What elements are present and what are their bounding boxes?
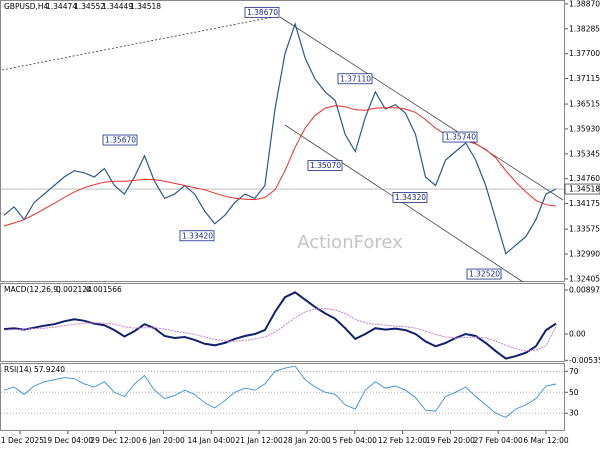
last-price-box xyxy=(564,183,600,195)
last-price-label: 1.34518 xyxy=(569,185,600,194)
macd-panel xyxy=(0,283,565,362)
annotation-box xyxy=(102,134,138,146)
macd-readout: 0.001566 xyxy=(86,285,122,294)
x-tick-label: 21 Jan 12:00 xyxy=(235,436,283,445)
annotation-label: 1.37110 xyxy=(340,74,371,83)
y-tick-label: 1.35345 xyxy=(569,149,600,158)
annotation-label: 1.35070 xyxy=(310,161,341,170)
annotation-box xyxy=(244,6,280,18)
y-tick-label: 1.38285 xyxy=(569,24,600,33)
annotation-box xyxy=(442,131,478,143)
annotation-box xyxy=(179,230,215,242)
y-tick-label: 30 xyxy=(569,409,579,418)
annotation-box xyxy=(337,73,373,85)
channel-line xyxy=(279,16,564,201)
rsi-readout: 57.9240 xyxy=(34,365,65,374)
channel-line xyxy=(284,124,524,283)
annotation-box xyxy=(307,160,343,171)
y-tick-label: 1.37700 xyxy=(569,49,600,58)
watermark: ActionForex xyxy=(297,232,403,253)
x-tick-label: 19 Feb 20:00 xyxy=(426,436,475,445)
y-tick-label: 1.32990 xyxy=(569,250,600,259)
quote-value: 1.34518 xyxy=(130,2,161,11)
quote-value: 1.34474 xyxy=(46,2,77,11)
x-tick-label: 29 Dec 12:00 xyxy=(90,436,141,445)
x-tick-label: 6 Jan 20:00 xyxy=(142,436,185,445)
annotation-label: 1.34320 xyxy=(395,193,426,202)
symbol-title: GBPUSD,H4 xyxy=(4,2,49,11)
x-tick-label: 6 Mar 12:00 xyxy=(523,436,569,445)
macd-line xyxy=(3,291,557,360)
trend-line xyxy=(1,15,279,71)
macd-readout: 0.002124 xyxy=(56,285,92,294)
annotation-label: 1.38670 xyxy=(247,8,278,17)
y-tick-label: 1.32405 xyxy=(569,274,600,283)
x-tick-label: 11 Dec 2025 xyxy=(0,436,44,445)
x-tick-label: 27 Feb 04:00 xyxy=(474,436,523,445)
x-tick-label: 5 Feb 04:00 xyxy=(333,436,378,445)
y-tick-label: -0.005356 xyxy=(569,356,600,365)
signal-line xyxy=(3,307,557,352)
annotation-label: 1.35670 xyxy=(105,136,136,145)
y-tick-label: 50 xyxy=(569,388,579,397)
quote-value: 1.34552 xyxy=(74,2,105,11)
y-tick-label: 1.38870 xyxy=(569,0,600,8)
rsi-panel xyxy=(0,363,565,431)
y-tick-label: 1.33575 xyxy=(569,225,600,234)
y-tick-label: 0.008972 xyxy=(569,286,600,295)
y-tick-label: 0.00 xyxy=(569,330,586,339)
y-tick-label: 1.37115 xyxy=(569,74,600,83)
annotation-box xyxy=(392,192,428,203)
y-tick-label: 70 xyxy=(569,367,579,376)
x-tick-label: 19 Dec 04:00 xyxy=(43,436,94,445)
x-tick-label: 12 Feb 12:00 xyxy=(378,436,427,445)
y-tick-label: 1.34760 xyxy=(569,174,600,183)
annotation-label: 1.33420 xyxy=(182,231,213,240)
price-line xyxy=(3,21,557,255)
annotation-label: 1.35740 xyxy=(445,133,476,142)
annotation-label: 1.32520 xyxy=(469,270,500,279)
y-tick-label: 1.35930 xyxy=(569,124,600,133)
quote-value: 1.34449 xyxy=(102,2,133,11)
x-tick-label: 28 Jan 20:00 xyxy=(283,436,331,445)
rsi-line xyxy=(3,365,557,418)
x-tick-label: 14 Jan 04:00 xyxy=(188,436,236,445)
macd-title: MACD(12,26,9) xyxy=(4,285,61,294)
y-tick-label: 1.34175 xyxy=(569,199,600,208)
price-panel xyxy=(0,0,565,282)
y-tick-label: 1.36515 xyxy=(569,100,600,109)
annotation-box xyxy=(466,268,502,280)
rsi-title: RSI(14) xyxy=(4,365,32,374)
